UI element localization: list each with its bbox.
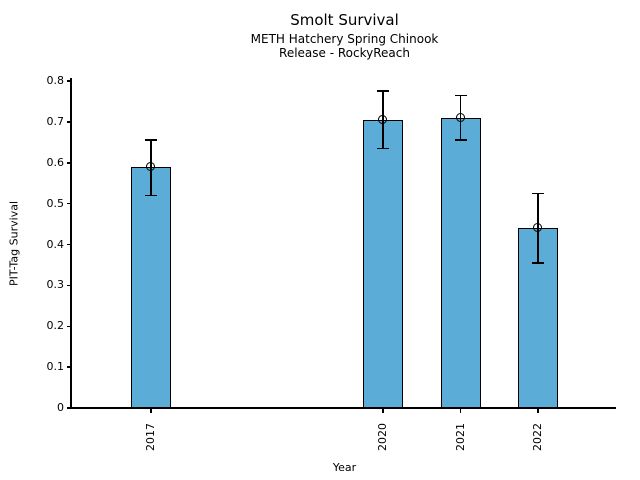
x-tick-2022 <box>537 409 539 413</box>
x-tick-2017 <box>150 409 152 413</box>
error-cap-top-2022 <box>532 192 544 195</box>
bar-2022 <box>518 228 558 408</box>
error-cap-bottom-2017 <box>145 194 157 197</box>
error-cap-top-2021 <box>454 94 467 97</box>
x-axis-label: Year <box>332 461 357 474</box>
x-tick-label-2021: 2021 <box>453 423 467 451</box>
y-tick-label-0.1: 0.1 <box>46 360 65 374</box>
chart-title: Smolt Survival <box>290 11 399 29</box>
y-tick-label-0: 0 <box>57 401 64 414</box>
x-tick-2020 <box>382 409 384 413</box>
bar-2021 <box>440 117 481 408</box>
y-tick-label-0.3: 0.3 <box>46 278 65 292</box>
y-tick-label-0.7: 0.7 <box>46 114 65 128</box>
x-tick-label-2020: 2020 <box>376 423 390 451</box>
y-tick-0.7 <box>67 121 71 123</box>
y-tick-0.6 <box>67 162 71 164</box>
chart-subtitle-line2: Release - RockyReach <box>279 46 410 60</box>
y-tick-label-0.6: 0.6 <box>46 155 65 169</box>
y-tick-0.8 <box>67 80 71 82</box>
point-marker-2021 <box>455 112 465 122</box>
y-tick-label-0.2: 0.2 <box>46 319 65 333</box>
point-marker-2017 <box>146 161 156 171</box>
y-tick-0.2 <box>67 325 71 327</box>
y-tick-label-0.5: 0.5 <box>46 196 65 210</box>
bar-2020 <box>363 119 404 408</box>
x-tick-2021 <box>459 409 462 413</box>
y-tick-0.4 <box>67 243 71 246</box>
error-cap-bottom-2021 <box>454 139 467 142</box>
y-tick-0.5 <box>67 202 71 205</box>
x-axis-line <box>70 407 616 409</box>
error-cap-top-2017 <box>145 139 157 142</box>
y-tick-label-0.4: 0.4 <box>46 237 65 251</box>
error-cap-bottom-2020 <box>377 147 390 150</box>
y-tick-0.1 <box>67 366 71 368</box>
error-cap-bottom-2022 <box>532 262 544 264</box>
y-axis-line <box>70 78 72 409</box>
error-cap-top-2020 <box>377 90 390 92</box>
x-tick-label-2022: 2022 <box>531 423 544 451</box>
y-tick-0 <box>67 407 71 409</box>
y-tick-label-0.8: 0.8 <box>46 74 65 87</box>
chart-subtitle-line1: METH Hatchery Spring Chinook <box>250 32 439 46</box>
y-tick-0.3 <box>67 284 71 287</box>
bar-2017 <box>131 166 171 408</box>
x-tick-label-2017: 2017 <box>144 423 157 451</box>
point-marker-2020 <box>378 114 388 124</box>
point-marker-2022 <box>533 223 543 233</box>
